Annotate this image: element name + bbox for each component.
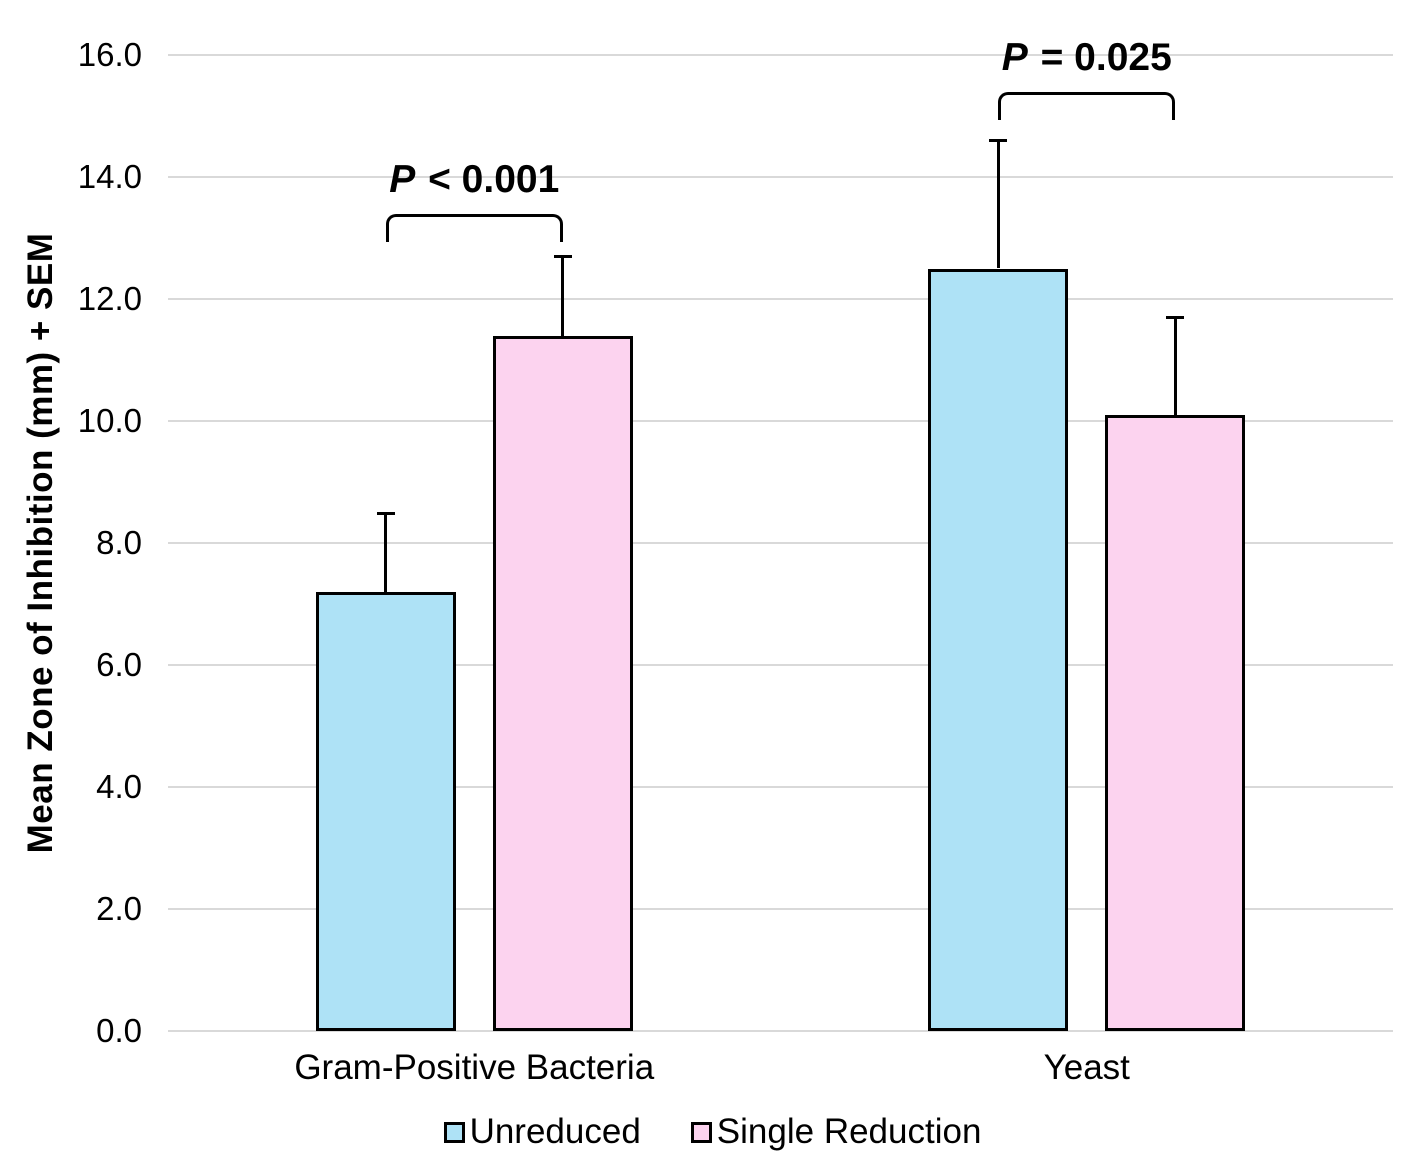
significance-label-yeast: P = 0.025 — [1001, 35, 1172, 79]
category-label-yeast: Yeast — [1043, 1048, 1130, 1087]
gridline — [168, 786, 1393, 788]
y-tick-label: 12.0 — [77, 280, 142, 317]
gridline — [168, 664, 1393, 666]
legend-swatch-single-reduction — [690, 1121, 712, 1143]
y-tick-label: 14.0 — [77, 158, 142, 195]
legend-item-unreduced: Unreduced — [443, 1112, 641, 1152]
legend: Unreduced Single Reduction — [0, 1112, 1425, 1152]
y-tick-label: 16.0 — [77, 36, 142, 73]
unreduced-error-bar-gram-positive-bacteria — [384, 512, 388, 592]
gridline — [168, 908, 1393, 910]
significance-bracket-yeast — [998, 91, 1176, 120]
p-symbol: P — [389, 157, 416, 201]
y-tick-label: 2.0 — [96, 890, 142, 927]
single-reduction-bar-yeast — [1105, 414, 1246, 1031]
single-reduction-error-bar-yeast — [1173, 317, 1177, 415]
gridline — [168, 1030, 1393, 1032]
gridline — [168, 420, 1393, 422]
gridline — [168, 298, 1393, 300]
legend-item-single-reduction: Single Reduction — [690, 1112, 982, 1152]
legend-swatch-unreduced — [443, 1121, 465, 1143]
p-symbol: P — [1001, 35, 1028, 79]
unreduced-bar-gram-positive-bacteria — [315, 591, 456, 1031]
significance-bracket-gram-positive-bacteria — [385, 213, 563, 242]
single-reduction-error-bar-gram-positive-bacteria — [561, 256, 565, 336]
y-tick-label: 8.0 — [96, 524, 142, 561]
unreduced-error-bar-yeast — [996, 140, 1000, 269]
y-tick-label: 10.0 — [77, 402, 142, 439]
gridline — [168, 176, 1393, 178]
gridline — [168, 542, 1393, 544]
significance-label-gram-positive-bacteria: P < 0.001 — [389, 157, 560, 201]
single-reduction-error-bar-cap-yeast — [1166, 316, 1185, 320]
gridline — [168, 54, 1393, 56]
single-reduction-bar-gram-positive-bacteria — [492, 335, 633, 1031]
legend-label-unreduced: Unreduced — [469, 1112, 641, 1151]
legend-label-single-reduction: Single Reduction — [716, 1112, 982, 1151]
y-tick-label: 0.0 — [96, 1012, 142, 1049]
y-tick-label: 4.0 — [96, 768, 142, 805]
single-reduction-error-bar-cap-gram-positive-bacteria — [553, 255, 572, 259]
y-tick-label: 6.0 — [96, 646, 142, 683]
unreduced-error-bar-cap-yeast — [989, 139, 1008, 143]
category-label-gram-positive-bacteria: Gram-Positive Bacteria — [294, 1048, 655, 1087]
unreduced-error-bar-cap-gram-positive-bacteria — [376, 511, 395, 515]
unreduced-bar-yeast — [928, 268, 1069, 1031]
